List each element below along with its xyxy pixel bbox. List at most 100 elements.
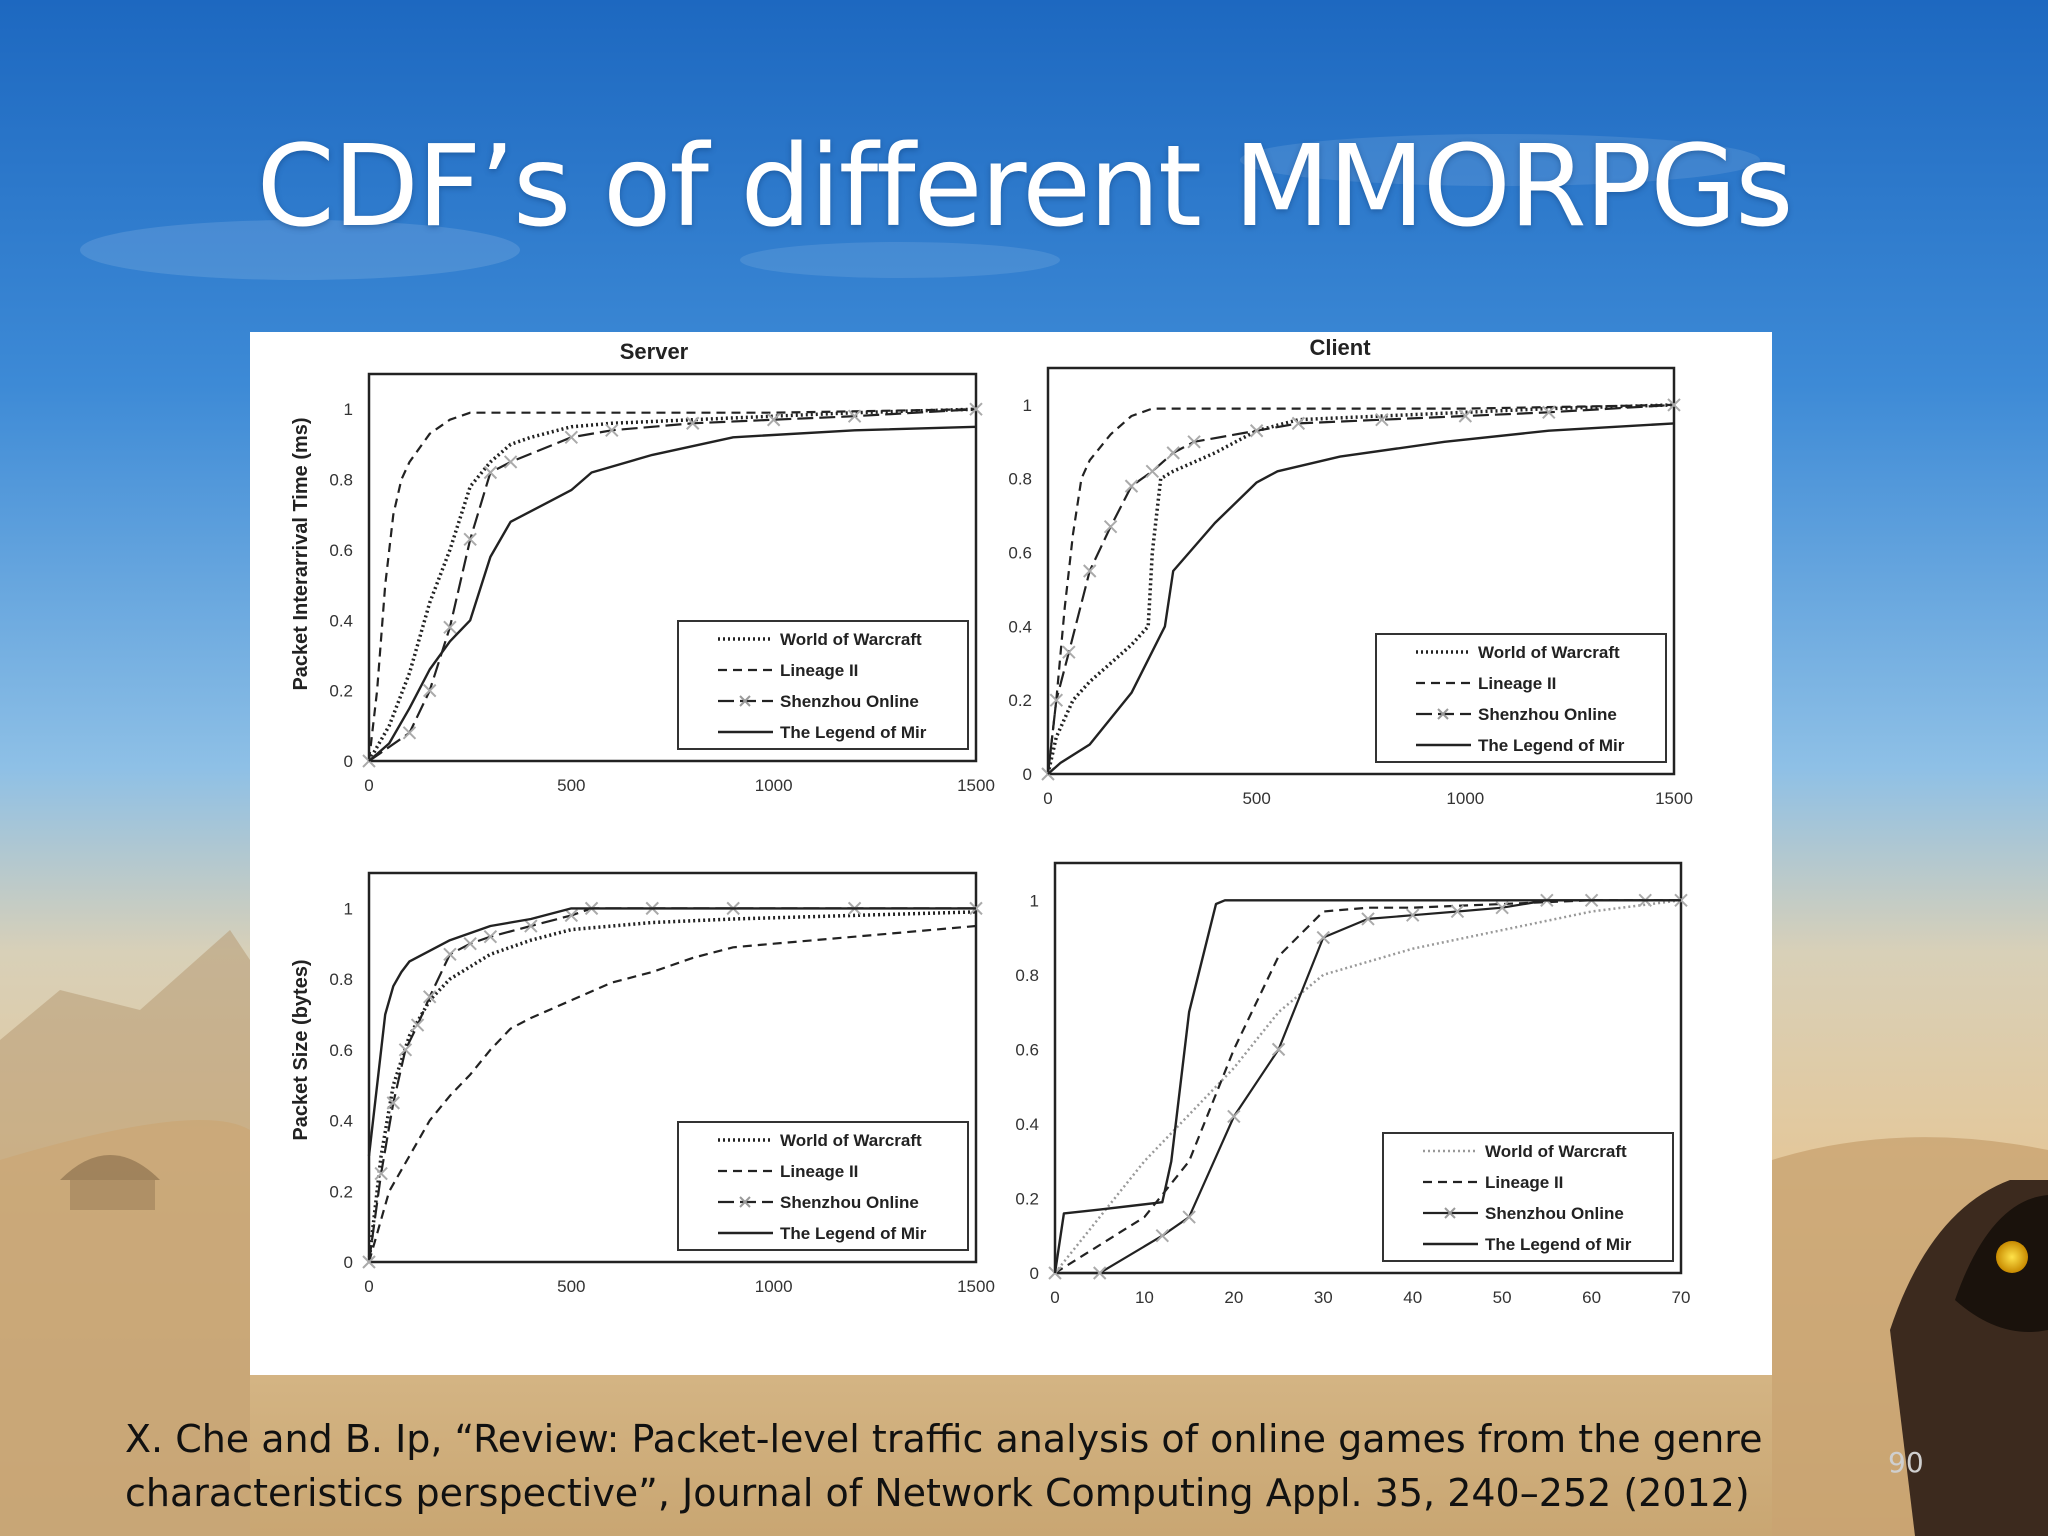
server-interarrival-legend-label: The Legend of Mir [780,723,927,742]
client-interarrival-legend-label: World of Warcraft [1478,643,1620,662]
client-interarrival-data-point [1291,416,1306,431]
server-size-x-tick-label: 0 [364,1277,373,1296]
client-size-data-point [1495,901,1509,915]
client-interarrival-x-tick-label: 500 [1242,789,1270,808]
client-interarrival-y-tick-label: 0.4 [1008,617,1032,636]
server-interarrival-series-line-1 [367,407,977,762]
server-interarrival-y-tick-label: 0.6 [329,541,353,560]
server-size-x-tick-label: 500 [557,1277,585,1296]
server-interarrival-data-point [443,620,457,635]
citation-line-2: characteristics perspective”, Journal of… [125,1471,1750,1515]
page-number: 90 [1888,1446,1924,1479]
server-size-y-tick-label: 0.4 [329,1112,353,1131]
server-size-y-tick-label: 0.8 [329,970,353,989]
server-size-data-point [410,1018,425,1032]
y-axis-label-size: Packet Size (bytes) [290,959,312,1140]
server-size-y-tick-label: 1 [344,899,353,918]
server-interarrival-x-tick-label: 1000 [755,776,793,795]
client-interarrival-data-point [1187,435,1201,449]
server-interarrival-legend-label: World of Warcraft [780,630,922,649]
server-interarrival-y-tick-label: 0 [344,752,353,771]
server-interarrival-y-tick-label: 1 [344,400,353,419]
client-size-legend-label: Lineage II [1485,1173,1563,1192]
server-interarrival-x-tick-label: 500 [557,776,585,795]
panel-title-server: Server [620,339,689,364]
server-size-legend-label: Lineage II [780,1162,858,1181]
client-size-legend-label: The Legend of Mir [1485,1235,1632,1254]
client-size-y-tick-label: 0.6 [1015,1040,1039,1059]
server-interarrival-data-point [402,726,417,740]
client-interarrival-legend-label: Lineage II [1478,674,1556,693]
client-size-legend-marker [1444,1207,1456,1219]
server-interarrival-data-point [969,402,983,416]
client-size-y-tick-label: 0.2 [1015,1189,1039,1208]
server-interarrival-legend-label: Lineage II [780,661,858,680]
client-interarrival-data-point [1458,409,1473,423]
server-size-data-point [524,919,538,933]
server-size-data-point [398,1043,413,1057]
client-interarrival-data-point [1103,520,1118,534]
client-interarrival-data-point [1145,464,1160,479]
client-size-legend-label: World of Warcraft [1485,1142,1627,1161]
server-interarrival-legend-marker [739,695,751,707]
client-size-y-tick-label: 0.4 [1015,1115,1039,1134]
client-interarrival-data-point [1062,645,1076,659]
server-interarrival-data-point [766,413,781,427]
server-size-legend-label: World of Warcraft [780,1131,922,1150]
client-size-data-point [1406,908,1420,922]
client-interarrival-data-point [1542,405,1556,419]
server-size-series-line-1 [367,910,977,1263]
server-size-legend-label: The Legend of Mir [780,1224,927,1243]
client-size-data-point [1450,904,1465,919]
client-interarrival-x-tick-label: 1500 [1655,789,1693,808]
server-size-x-tick-label: 1000 [755,1277,793,1296]
server-interarrival-legend-label: Shenzhou Online [780,692,919,711]
server-interarrival-y-tick-label: 0.4 [329,611,353,630]
server-interarrival-x-tick-label: 0 [364,776,373,795]
client-size-legend [1382,1132,1674,1262]
citation: X. Che and B. Ip, “Review: Packet-level … [125,1412,1825,1520]
server-interarrival-series-line-4 [368,425,977,762]
client-interarrival-y-tick-label: 1 [1023,396,1032,415]
server-interarrival-x-tick-label: 1500 [957,776,995,795]
server-size-data-point [386,1096,400,1110]
server-interarrival-data-point [463,532,477,547]
client-size-x-tick-label: 40 [1403,1288,1422,1307]
client-interarrival-y-tick-label: 0.2 [1008,691,1032,710]
client-interarrival-legend-label: Shenzhou Online [1478,705,1617,724]
server-size-data-point [374,1166,388,1181]
client-interarrival-data-point [1249,424,1264,438]
client-size-data-point [1155,1229,1170,1243]
client-size-data-point [1227,1109,1241,1124]
client-size-x-tick-label: 10 [1135,1288,1154,1307]
server-size-data-point [443,947,457,962]
client-interarrival-y-tick-label: 0.8 [1008,470,1032,489]
citation-line-1: X. Che and B. Ip, “Review: Packet-level … [125,1417,1763,1461]
client-interarrival-series-line-2 [1046,403,1675,775]
server-interarrival-data-point [503,455,518,469]
client-size-data-point [1093,1266,1107,1280]
client-interarrival-x-tick-label: 1000 [1446,789,1484,808]
server-interarrival-data-point [422,683,437,698]
server-size-series-line-2 [367,924,977,1263]
client-size-x-tick-label: 60 [1582,1288,1601,1307]
client-size-x-tick-label: 50 [1493,1288,1512,1307]
client-size-y-tick-label: 0.8 [1015,966,1039,985]
server-size-series-line-4 [367,907,976,1157]
client-interarrival-y-tick-label: 0 [1023,765,1032,784]
client-interarrival-legend-label: The Legend of Mir [1478,736,1625,755]
server-size-data-point [362,1255,376,1269]
client-size-y-tick-label: 0 [1030,1264,1039,1283]
client-size-x-tick-label: 0 [1050,1288,1059,1307]
client-interarrival-series-line-4 [1047,422,1675,775]
server-interarrival-series-line-2 [367,408,977,762]
client-interarrival-data-point [1375,412,1389,427]
y-axis-label-interarrival: Packet Interarrival Time (ms) [290,417,312,690]
server-interarrival-data-point [847,409,862,423]
client-size-y-tick-label: 1 [1030,891,1039,910]
server-size-data-point [564,908,579,923]
server-size-y-tick-label: 0.6 [329,1041,353,1060]
client-interarrival-data-point [1049,693,1064,707]
client-size-data-point [1271,1042,1286,1057]
server-interarrival-data-point [564,430,579,445]
